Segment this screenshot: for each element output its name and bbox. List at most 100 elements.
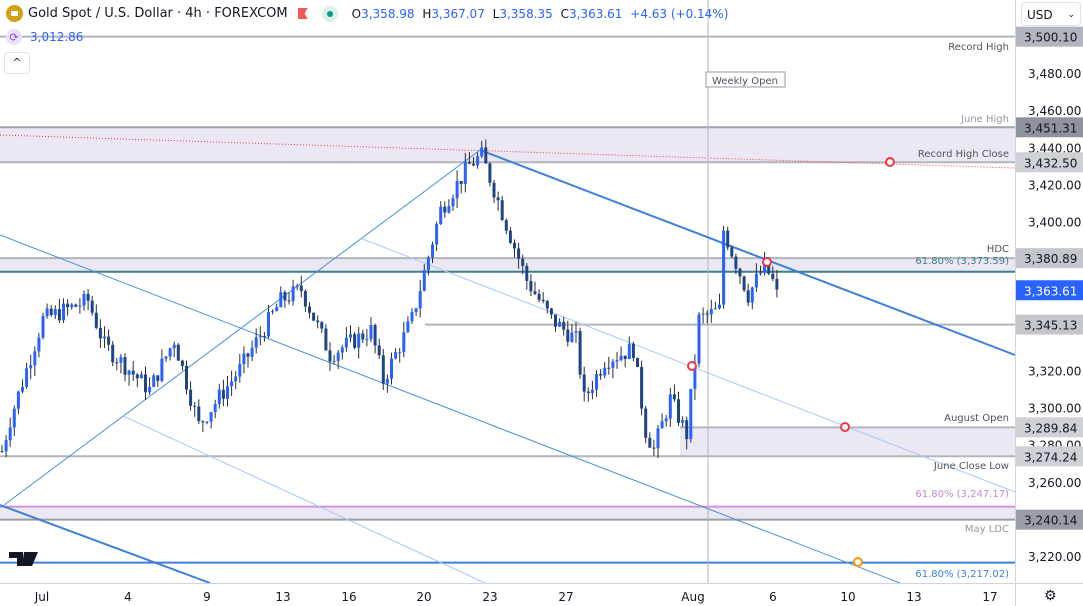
price-badge: [1016, 117, 1083, 138]
candle-body: [771, 273, 775, 279]
candle-body: [492, 182, 496, 198]
candle-body: [533, 291, 537, 294]
symbol-title[interactable]: Gold Spot / U.S. Dollar · 4h · FOREXCOM: [28, 6, 288, 21]
close-label: C: [560, 6, 569, 21]
candle-body: [8, 427, 12, 441]
currency-select[interactable]: USD ⌄: [1021, 2, 1081, 26]
market-status-icon[interactable]: [321, 5, 338, 22]
flag-icon[interactable]: [297, 8, 308, 19]
candle-body: [558, 321, 562, 327]
lower-median-line[interactable]: [122, 415, 486, 584]
candle-body: [324, 328, 328, 351]
candle-body: [144, 374, 147, 393]
candle-body: [148, 386, 152, 393]
candle-body: [718, 304, 721, 309]
candle-body: [205, 421, 209, 423]
time-tick: 4: [124, 590, 132, 604]
candle-body: [377, 345, 381, 356]
price-axis[interactable]: 3,480.00 3,460.00 3,440.00 3,420.00 3,400.00…: [1016, 26, 1083, 564]
candle-body: [336, 352, 340, 361]
open-label: O: [351, 6, 362, 21]
channel-lower-line[interactable]: [0, 234, 901, 584]
candle-body: [603, 367, 607, 376]
candle-body: [0, 451, 4, 453]
candle-body: [258, 336, 262, 338]
alert-marker-icon[interactable]: [762, 257, 772, 267]
candle-body: [455, 180, 459, 199]
candle-body: [57, 309, 61, 321]
candle-body: [672, 394, 676, 400]
alert-marker-icon[interactable]: [885, 157, 895, 167]
channel-base-line[interactable]: [0, 504, 211, 584]
price-badge-text: 3,432.50: [1024, 156, 1077, 170]
price-tick: 3,260.00: [1028, 476, 1081, 490]
candle-body: [664, 418, 668, 422]
support-zone: [0, 506, 1015, 520]
candles: [0, 139, 779, 458]
time-tick: 6: [769, 590, 777, 604]
price-badge: [1016, 248, 1083, 269]
collapse-legend-button[interactable]: ^: [4, 52, 30, 74]
candle-body: [385, 378, 389, 384]
candle-body: [394, 352, 398, 359]
candle-body: [611, 361, 615, 368]
candle-body: [713, 308, 717, 310]
candle-body: [197, 406, 201, 422]
candle-body: [316, 320, 320, 323]
candle-body: [390, 358, 393, 379]
hdc-zone: [0, 258, 1015, 272]
candle-body: [185, 365, 188, 390]
alert-marker-icon[interactable]: [687, 361, 697, 371]
candle-body: [90, 300, 94, 313]
time-tick: 23: [482, 590, 497, 604]
time-tick: Aug: [681, 590, 704, 604]
candle-body: [431, 244, 434, 258]
time-axis[interactable]: Jul 4 9 13 16 20 23 27 Aug 6 10 13 17: [34, 590, 998, 604]
candle-body: [189, 389, 193, 406]
record-close-trendline[interactable]: [0, 134, 1016, 169]
candle-body: [623, 355, 627, 359]
candle-body: [361, 333, 365, 340]
candle-body: [353, 334, 357, 348]
alert-marker-icon[interactable]: [853, 557, 863, 567]
candle-body: [668, 394, 672, 419]
price-badge-text: 3,345.13: [1024, 319, 1077, 333]
open-value: 3,358.98: [361, 6, 415, 21]
currency-value: USD: [1027, 8, 1053, 22]
candle-body: [242, 353, 246, 365]
candle-body: [152, 375, 156, 387]
candle-body: [45, 308, 49, 317]
candle-body: [722, 230, 726, 305]
indicator-legend[interactable]: ⟳ 3,012.86: [6, 29, 83, 45]
candle-body: [21, 386, 24, 392]
candle-body: [344, 337, 348, 348]
tradingview-logo: [9, 552, 38, 566]
rising-trendline[interactable]: [3, 149, 481, 506]
candle-body: [119, 357, 123, 363]
candle-body: [29, 365, 33, 369]
price-badge: [1016, 314, 1083, 335]
candle-body: [78, 305, 82, 307]
alert-marker-icon[interactable]: [840, 422, 850, 432]
time-tick: 17: [982, 590, 997, 604]
candle-body: [230, 381, 234, 387]
candle-body: [62, 303, 65, 321]
candle-body: [320, 322, 324, 329]
candle-body: [660, 421, 664, 429]
candle-body: [156, 375, 160, 381]
fib-3247-label: 61.80% (3,247.17): [915, 489, 1009, 500]
price-badge-text: 3,380.89: [1024, 252, 1077, 266]
candle-body: [500, 200, 504, 221]
candle-body: [291, 286, 295, 302]
candle-body: [275, 307, 279, 312]
settings-gear-icon[interactable]: ⚙: [1044, 588, 1057, 604]
candle-body: [513, 242, 516, 249]
candle-body: [447, 206, 451, 213]
candle-body: [115, 362, 119, 364]
candle-body: [262, 336, 266, 338]
price-tick: 3,220.00: [1028, 550, 1081, 564]
candle-body: [443, 206, 447, 213]
descending-trendline[interactable]: [479, 149, 1016, 356]
candle-body: [160, 358, 164, 381]
